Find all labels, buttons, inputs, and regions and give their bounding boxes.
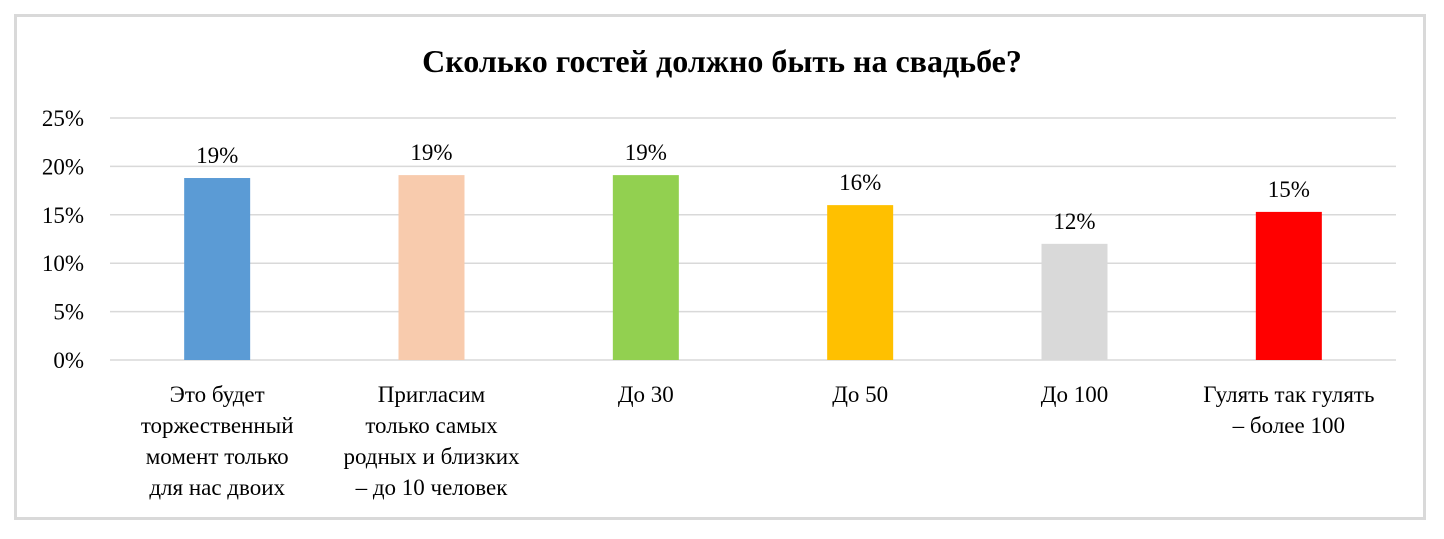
data-label: 19% [625,140,667,165]
bar [184,178,251,360]
category-label: Гулять так гулять – более 100 [1203,382,1374,438]
data-label: 16% [839,170,881,195]
category-label: До 100 [1041,382,1108,407]
bars [184,175,1322,360]
data-label: 19% [410,140,452,165]
data-labels: 19% 19% 19% 16% 12% 15% [196,140,1310,234]
y-tick-label: 25% [42,106,84,131]
data-label: 12% [1053,209,1095,234]
y-tick-label: 5% [53,300,84,325]
x-axis-categories: Это будет торжественный момент только для н… [141,382,1375,500]
category-label: Это будет торжественный момент только для н… [141,382,294,500]
bar [1255,211,1322,360]
data-label: 15% [1268,177,1310,202]
chart-title: Сколько гостей должно быть на свадьбе? [422,43,1022,79]
bar [612,175,679,360]
y-tick-label: 15% [42,203,84,228]
bar [827,205,894,360]
data-label: 19% [196,143,238,168]
gridlines [110,117,1396,361]
y-tick-label: 0% [53,348,84,373]
bar [398,175,465,360]
category-label: До 50 [832,382,888,407]
category-label: Пригласим только самых родных и близких – д… [343,382,520,500]
y-tick-label: 10% [42,251,84,276]
y-tick-label: 20% [42,154,84,179]
y-axis-ticks: 0% 5% 10% 15% 20% 25% [42,106,84,373]
category-label: До 30 [618,382,674,407]
bar [1041,243,1108,360]
